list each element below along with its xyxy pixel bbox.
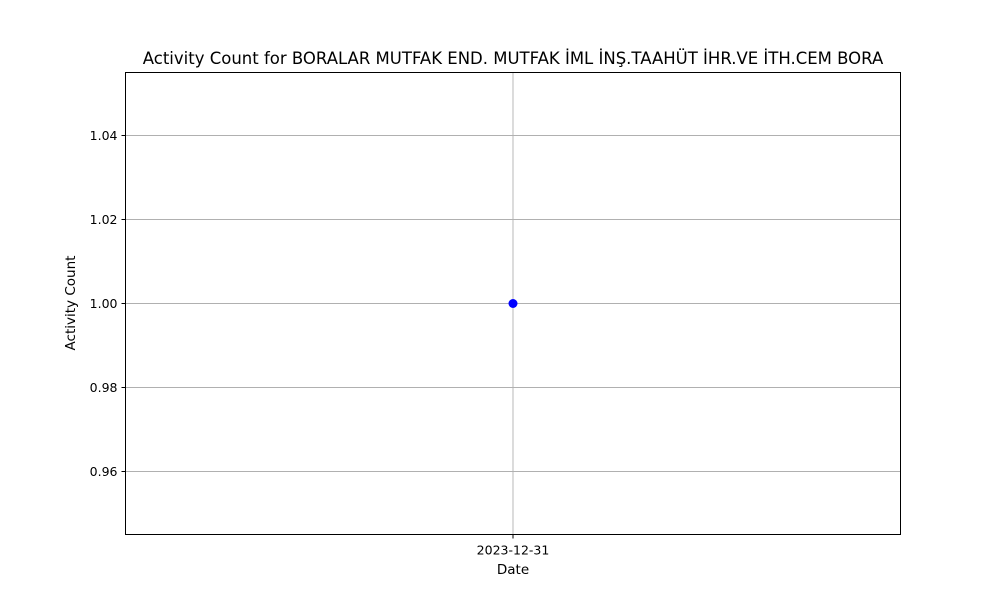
y-tick-label: 0.96 bbox=[90, 464, 118, 479]
y-axis-ticks: 0.96 0.98 1.00 1.02 1.04 bbox=[90, 128, 126, 479]
y-tick-label: 0.98 bbox=[90, 380, 118, 395]
data-point bbox=[508, 299, 518, 308]
y-tick-label: 1.04 bbox=[90, 128, 118, 143]
y-tick-label: 1.02 bbox=[90, 212, 118, 227]
x-tick-label: 2023-12-31 bbox=[477, 543, 550, 558]
x-axis-label: Date bbox=[497, 562, 529, 578]
y-axis-label: Activity Count bbox=[63, 256, 79, 351]
chart-title: Activity Count for BORALAR MUTFAK END. M… bbox=[143, 49, 884, 68]
x-axis-ticks: 2023-12-31 bbox=[477, 534, 550, 558]
y-tick-label: 1.00 bbox=[90, 296, 118, 311]
plot-series bbox=[508, 299, 518, 308]
